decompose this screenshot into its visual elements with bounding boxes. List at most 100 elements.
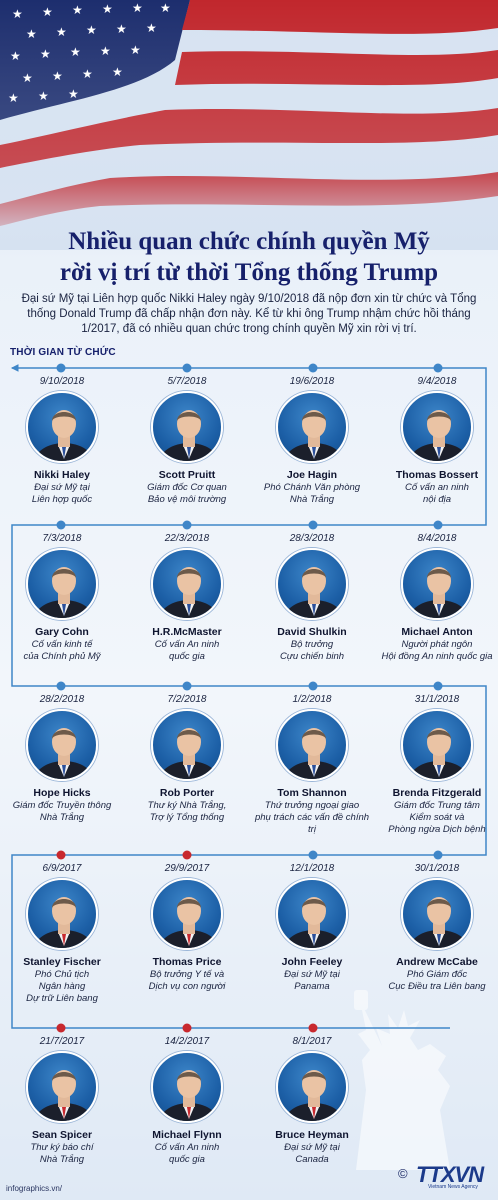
person-role: Đại sứ Mỹ tại Canada — [284, 1142, 340, 1165]
person-name: Nikki Haley — [33, 469, 91, 481]
person-role: Giám đốc Cơ quan Bảo vệ môi trường — [147, 482, 227, 505]
resign-date: 28/2/2018 — [39, 694, 85, 705]
portrait-photo — [401, 878, 473, 950]
dot-scott-pruitt — [182, 363, 192, 373]
portrait-photo — [276, 709, 348, 781]
person-card-andrew-mccabe: 30/1/2018 Andrew McCabe Phó Giám đốc Cục Đ… — [375, 862, 498, 993]
intro-text: Đại sứ Mỹ tại Liên hợp quốc Nikki Haley … — [21, 293, 477, 335]
dot-sean-spicer — [56, 1023, 66, 1033]
person-name: Thomas Price — [152, 956, 222, 968]
section-label: THỜI GIAN TỪ CHỨC — [10, 347, 116, 358]
portrait-photo — [151, 1051, 223, 1123]
portrait-photo — [26, 391, 98, 463]
person-name: David Shulkin — [277, 626, 347, 638]
portrait-photo — [26, 709, 98, 781]
copyright-icon: © — [398, 1166, 408, 1181]
person-name: Rob Porter — [159, 787, 215, 799]
dot-tom-shannon — [308, 681, 318, 691]
person-role: Cố vấn an ninh nội địa — [405, 482, 469, 505]
brand-subtitle: Vietnam News Agency — [428, 1184, 478, 1190]
person-card-michael-anton: 8/4/2018 Michael Anton Người phát ngôn Hội… — [375, 532, 498, 663]
dot-nikki-haley — [56, 363, 66, 373]
dot-andrew-mccabe — [433, 850, 443, 860]
person-name: John Feeley — [281, 956, 343, 968]
person-card-brenda-fitzgerald: 31/1/2018 Brenda Fitzgerald Giám đốc Trung… — [375, 693, 498, 836]
person-card-scott-pruitt: 5/7/2018 Scott Pruitt Giám đốc Cơ quan Bảo… — [125, 375, 249, 506]
title-line-2: rời vị trí từ thời Tổng thống Trump — [59, 259, 439, 286]
resign-date: 22/3/2018 — [164, 533, 210, 544]
portrait-photo — [151, 391, 223, 463]
resign-date: 6/9/2017 — [42, 863, 82, 874]
person-card-thomas-bossert: 9/4/2018 Thomas Bossert Cố vấn an ninh nội… — [375, 375, 498, 506]
dot-stanley-fischer — [56, 850, 66, 860]
person-card-gary-cohn: 7/3/2018 Gary Cohn Cố vấn kinh tế của Chín… — [0, 532, 124, 663]
person-card-nikki-haley: 9/10/2018 Nikki Haley Đại sứ Mỹ tại Liên h… — [0, 375, 124, 506]
portrait-photo — [401, 709, 473, 781]
dot-thomas-price — [182, 850, 192, 860]
resign-date: 14/2/2017 — [164, 1036, 210, 1047]
portrait-photo — [26, 878, 98, 950]
portrait-photo — [401, 548, 473, 620]
person-role: Bộ trưởng Y tế và Dịch vụ con người — [148, 969, 226, 992]
portrait-photo — [401, 391, 473, 463]
resign-date: 7/3/2018 — [42, 533, 82, 544]
person-role: Giám đốc Trung tâm Kiểm soát và Phòng ng… — [388, 800, 486, 835]
person-name: H.R.McMaster — [152, 626, 222, 638]
person-card-joe-hagin: 19/6/2018 Joe Hagin Phó Chánh Văn phòng Nh… — [250, 375, 374, 506]
title-line-1: Nhiều quan chức chính quyền Mỹ — [68, 228, 430, 255]
person-card-hope-hicks: 28/2/2018 Hope Hicks Giám đốc Truyền thông… — [0, 693, 124, 824]
person-name: Stanley Fischer — [23, 956, 101, 968]
resign-date: 31/1/2018 — [414, 694, 460, 705]
person-role: Đại sứ Mỹ tại Panama — [284, 969, 340, 992]
person-name: Brenda Fitzgerald — [392, 787, 482, 799]
person-role: Bộ trưởng Cựu chiến binh — [279, 639, 345, 662]
portrait-photo — [151, 878, 223, 950]
person-role: Người phát ngôn Hội đồng An ninh quốc gi… — [381, 639, 493, 662]
person-name: Tom Shannon — [277, 787, 347, 799]
person-name: Hope Hicks — [33, 787, 91, 799]
person-role: Cố vấn An ninh quốc gia — [154, 1142, 220, 1165]
person-card-h-r-mcmaster: 22/3/2018 H.R.McMaster Cố vấn An ninh quốc… — [125, 532, 249, 663]
person-name: Michael Anton — [401, 626, 473, 638]
portrait-photo — [276, 391, 348, 463]
person-name: Michael Flynn — [152, 1129, 222, 1141]
portrait-photo — [151, 709, 223, 781]
flag-banner: ★★★★★★ ★★★★★ ★★★★★ ★★★★ ★★★ — [0, 0, 498, 250]
page-title: Nhiều quan chức chính quyền Mỹ rời vị tr… — [0, 226, 498, 288]
portrait-photo — [276, 548, 348, 620]
person-role: Cố vấn kinh tế của Chính phủ Mỹ — [23, 639, 101, 662]
resign-date: 28/3/2018 — [289, 533, 335, 544]
brand-name: TTXVN — [416, 1162, 484, 1187]
person-card-michael-flynn: 14/2/2017 Michael Flynn Cố vấn An ninh quố… — [125, 1035, 249, 1166]
dot-brenda-fitzgerald — [433, 681, 443, 691]
resign-date: 8/4/2018 — [417, 533, 457, 544]
person-name: Bruce Heyman — [275, 1129, 349, 1141]
person-card-thomas-price: 29/9/2017 Thomas Price Bộ trưởng Y tế và D… — [125, 862, 249, 993]
person-name: Thomas Bossert — [395, 469, 479, 481]
dot-gary-cohn — [56, 520, 66, 530]
person-card-david-shulkin: 28/3/2018 David Shulkin Bộ trưởng Cựu chiế… — [250, 532, 374, 663]
person-card-stanley-fischer: 6/9/2017 Stanley Fischer Phó Chủ tịch Ngân… — [0, 862, 124, 1005]
person-card-sean-spicer: 21/7/2017 Sean Spicer Thư ký báo chí Nhà T… — [0, 1035, 124, 1166]
resign-date: 9/4/2018 — [417, 376, 457, 387]
dot-michael-anton — [433, 520, 443, 530]
dot-john-feeley — [308, 850, 318, 860]
person-name: Scott Pruitt — [158, 469, 216, 481]
person-card-bruce-heyman: 8/1/2017 Bruce Heyman Đại sứ Mỹ tại Canada — [250, 1035, 374, 1166]
portrait-photo — [26, 548, 98, 620]
portrait-photo — [276, 1051, 348, 1123]
person-name: Gary Cohn — [35, 626, 89, 638]
dot-thomas-bossert — [433, 363, 443, 373]
dot-david-shulkin — [308, 520, 318, 530]
dot-rob-porter — [182, 681, 192, 691]
person-card-tom-shannon: 1/2/2018 Tom Shannon Thứ trưởng ngoại giao… — [250, 693, 374, 836]
person-role: Cố vấn An ninh quốc gia — [154, 639, 220, 662]
portrait-photo — [276, 878, 348, 950]
dot-joe-hagin — [308, 363, 318, 373]
source-url: infographics.vn/ — [6, 1184, 63, 1193]
dot-hope-hicks — [56, 681, 66, 691]
resign-date: 5/7/2018 — [167, 376, 207, 387]
resign-date: 21/7/2017 — [39, 1036, 85, 1047]
person-role: Phó Chủ tịch Ngân hàng Dự trữ Liên bang — [26, 969, 98, 1004]
resign-date: 12/1/2018 — [289, 863, 335, 874]
